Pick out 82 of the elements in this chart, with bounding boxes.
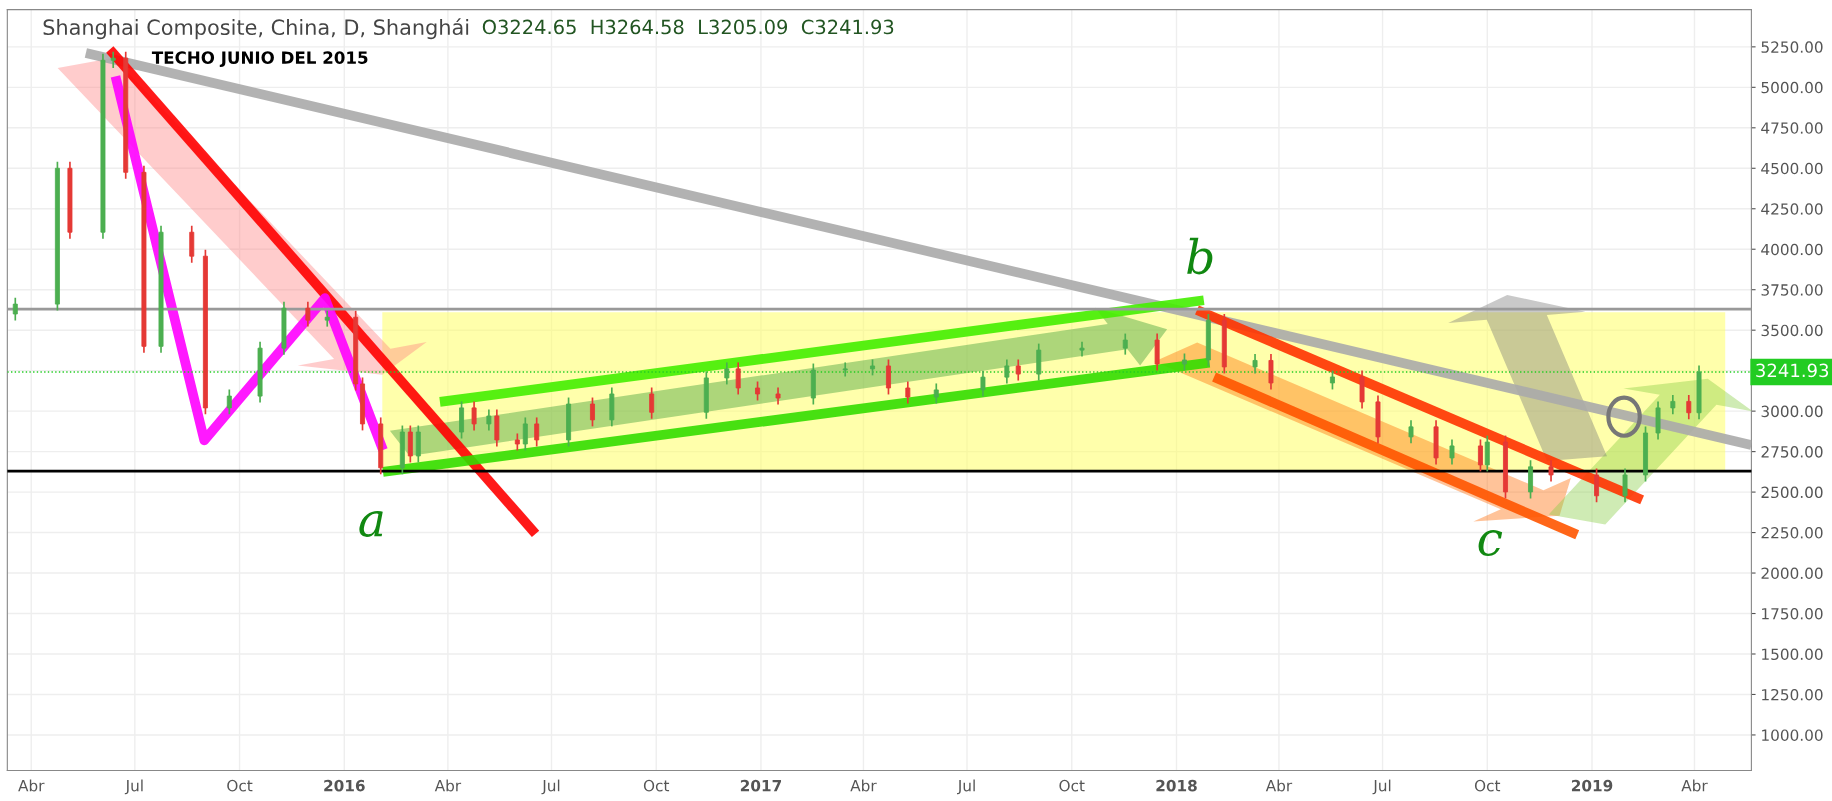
- x-tick-label: Jul: [957, 779, 975, 795]
- candlestick: [189, 224, 195, 264]
- candlestick: [1594, 467, 1600, 504]
- y-tick-label: 4750.00: [1761, 122, 1823, 134]
- y-tick-label: 2750.00: [1761, 446, 1823, 458]
- annotation: TECHO JUNIO DEL 2015: [151, 51, 368, 68]
- chart-title: Shanghai Composite, China, D, Shanghái: [43, 18, 469, 40]
- y-tick-label: 1250.00: [1762, 688, 1823, 701]
- x-tick-label: Abr: [18, 779, 45, 792]
- annotation: c: [1478, 530, 1503, 556]
- x-tick-label: Oct: [1474, 779, 1501, 792]
- candlestick: [1622, 467, 1628, 504]
- candlestick: [1036, 342, 1042, 382]
- candlestick: [1154, 332, 1160, 372]
- candlestick: [1004, 358, 1010, 385]
- candlestick: [590, 396, 595, 428]
- candlestick: [534, 416, 540, 448]
- x-tick-label: 2019: [1571, 779, 1613, 792]
- y-tick-label: 3750.00: [1761, 284, 1823, 296]
- y-tick-label: 5250.00: [1761, 41, 1823, 53]
- candlestick: [724, 361, 730, 386]
- annotation: a: [359, 511, 383, 537]
- candlestick: [1449, 438, 1455, 466]
- candlestick: [1686, 394, 1692, 421]
- candlestick: [1670, 394, 1676, 416]
- y-tick-label: 5000.00: [1761, 81, 1823, 94]
- x-tick-label: 2018: [1156, 779, 1197, 792]
- candlestick: [649, 386, 655, 420]
- x-tick-label: 2017: [740, 779, 782, 792]
- x-tick-label: Jul: [1372, 779, 1391, 795]
- chart-subtitle: O3224.65 H3264.58 L3205.09 C3241.93: [482, 19, 894, 35]
- candlestick: [415, 424, 421, 464]
- candlestick: [1079, 340, 1085, 358]
- candlestick: [1015, 358, 1021, 382]
- candlestick: [1268, 353, 1274, 391]
- y-tick-label: 1500.00: [1762, 648, 1823, 661]
- candlestick: [407, 424, 413, 464]
- candlestick: [735, 361, 741, 396]
- candlestick: [1122, 332, 1128, 356]
- candlestick: [755, 380, 761, 402]
- candlestick: [933, 382, 939, 405]
- candlestick: [842, 361, 848, 378]
- y-tick-label: 2250.00: [1761, 527, 1823, 539]
- x-tick-label: Oct: [1059, 779, 1085, 792]
- x-tick-label: Abr: [1265, 779, 1293, 792]
- x-tick-label: Abr: [850, 779, 877, 792]
- annotation: b: [1187, 237, 1213, 275]
- candlestick: [226, 388, 232, 416]
- y-tick-label: 2000.00: [1761, 567, 1823, 580]
- candlestick: [12, 296, 18, 322]
- candlestick: [305, 300, 311, 328]
- y-tick-label: 2500.00: [1761, 486, 1823, 499]
- candlestick: [110, 50, 116, 69]
- x-tick-label: Oct: [643, 779, 670, 792]
- candlestick: [494, 408, 500, 448]
- candlestick: [905, 380, 911, 405]
- x-tick-label: Abr: [1681, 779, 1708, 792]
- candlestick: [471, 400, 477, 432]
- x-tick-label: Jul: [541, 779, 560, 795]
- x-tick-label: Jul: [124, 779, 143, 795]
- x-tick-label: 2016: [324, 779, 365, 792]
- x-tick-label: Abr: [434, 779, 462, 792]
- candlestick: [1548, 459, 1554, 483]
- candlestick: [980, 369, 986, 398]
- y-tick-label: 4250.00: [1761, 203, 1823, 215]
- ref-line-label: 3241.93: [1756, 363, 1829, 378]
- candlestick: [1329, 369, 1335, 391]
- y-tick-label: 1000.00: [1762, 729, 1823, 741]
- x-tick-label: Oct: [227, 779, 253, 792]
- candlestick: [324, 309, 330, 328]
- y-tick-label: 3000.00: [1761, 405, 1823, 418]
- candlestick: [486, 408, 492, 432]
- y-tick-label: 1750.00: [1762, 607, 1823, 620]
- y-tick-label: 4000.00: [1761, 243, 1823, 256]
- candlestick: [1408, 419, 1414, 445]
- candlestick: [522, 416, 528, 452]
- y-tick-label: 3500.00: [1761, 324, 1823, 337]
- candlestick: [1252, 353, 1258, 375]
- candlestick: [1484, 434, 1490, 473]
- candlestick: [886, 358, 891, 396]
- y-tick-label: 4500.00: [1761, 162, 1823, 175]
- candlestick: [1477, 438, 1483, 473]
